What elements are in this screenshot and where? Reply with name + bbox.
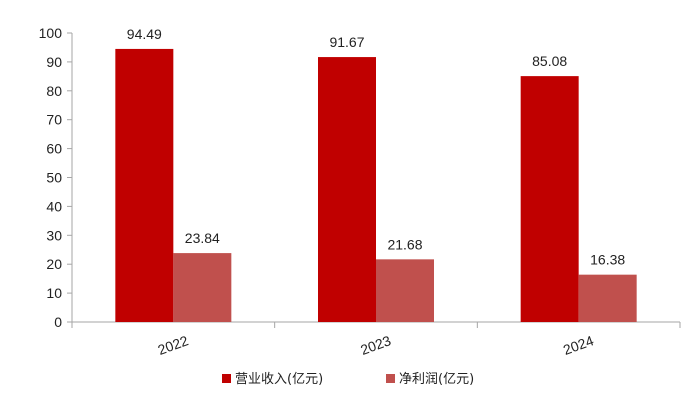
x-tick-label: 2023 — [358, 332, 393, 358]
legend-label: 净利润(亿元) — [399, 372, 474, 387]
bar-revenue-2022 — [115, 48, 174, 323]
y-tick-label: 20 — [46, 256, 62, 272]
bar-revenue-2023 — [318, 57, 376, 322]
bars — [115, 48, 637, 323]
legend-swatch — [222, 374, 231, 383]
y-tick-label: 10 — [46, 285, 62, 301]
bar-net-profit-2023 — [376, 259, 434, 322]
data-labels: 94.49 91.67 85.08 23.84 21.68 16.38 — [127, 26, 626, 268]
y-tick-label: 90 — [46, 54, 62, 70]
y-tick-label: 0 — [54, 314, 62, 330]
data-label: 23.84 — [185, 230, 220, 246]
y-tick-label: 40 — [46, 198, 62, 214]
data-label: 85.08 — [532, 53, 567, 69]
data-label: 16.38 — [590, 252, 625, 268]
x-tick-label: 2024 — [561, 332, 596, 358]
y-tick-label: 60 — [46, 141, 62, 157]
x-axis: 2022 2023 2024 — [71, 321, 681, 358]
y-tick-label: 100 — [39, 25, 63, 41]
data-label: 21.68 — [387, 236, 422, 252]
y-axis: 0 10 20 30 40 50 60 70 80 90 100 — [39, 25, 73, 330]
y-tick-label: 50 — [46, 170, 62, 186]
data-label: 91.67 — [329, 34, 364, 50]
bar-revenue-2024 — [520, 76, 579, 322]
y-tick-label: 80 — [46, 83, 62, 99]
legend-swatch — [386, 374, 395, 383]
x-tick-label: 2022 — [156, 332, 191, 358]
legend: 营业收入(亿元) 净利润(亿元) — [222, 372, 474, 387]
bar-net-profit-2022 — [173, 253, 232, 322]
y-tick-label: 70 — [46, 112, 62, 128]
bar-net-profit-2024 — [578, 274, 637, 322]
data-label: 94.49 — [127, 26, 162, 42]
y-tick-label: 30 — [46, 227, 62, 243]
legend-label: 营业收入(亿元) — [235, 372, 323, 387]
